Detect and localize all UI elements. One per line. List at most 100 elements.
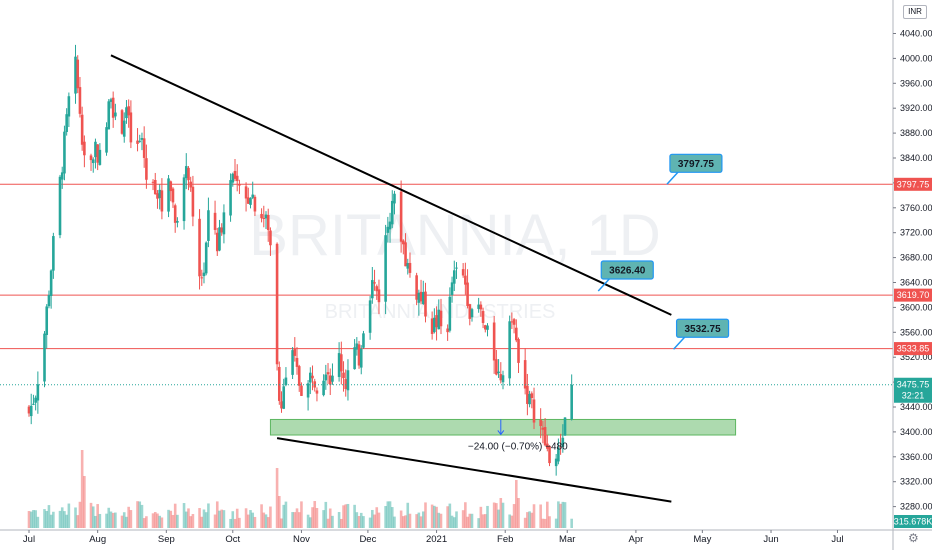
- volume-bar: [322, 510, 325, 528]
- candle-body: [222, 212, 226, 235]
- price-tick-label: 3520.00: [900, 352, 932, 362]
- candle-body: [158, 189, 161, 199]
- candle-body: [342, 372, 345, 379]
- volume-bar: [65, 514, 68, 528]
- volume-bar: [260, 504, 263, 528]
- candle-body: [439, 310, 443, 327]
- candle-body: [213, 212, 217, 230]
- volume-bar: [448, 503, 452, 528]
- candle-body: [200, 277, 204, 279]
- volume-bar: [464, 502, 467, 528]
- volume-bar: [156, 513, 159, 528]
- trendline: [110, 54, 672, 316]
- volume-bar: [543, 518, 547, 528]
- candle-body: [125, 107, 128, 119]
- candle-body: [280, 401, 283, 409]
- volume-bar: [105, 513, 108, 528]
- volume-bar: [532, 504, 536, 528]
- candle-body: [60, 172, 64, 180]
- gear-icon[interactable]: ⚙: [908, 531, 919, 545]
- candle-body: [105, 127, 108, 153]
- candle-body: [353, 347, 356, 370]
- candle-body: [359, 348, 363, 368]
- currency-button[interactable]: INR: [903, 5, 927, 19]
- time-tick-label: Jul: [831, 534, 843, 545]
- volume-bar: [388, 501, 392, 528]
- volume-bar: [561, 501, 565, 528]
- volume-bar: [171, 514, 175, 528]
- volume-bar: [29, 511, 33, 528]
- last-price-label: 3475.75: [897, 380, 930, 390]
- candle-body: [355, 343, 359, 350]
- candle-body: [523, 360, 527, 389]
- candle-body: [49, 270, 53, 296]
- candle-body: [153, 180, 157, 195]
- candle-body: [114, 112, 117, 117]
- candle-body: [291, 350, 294, 375]
- volume-bar: [539, 504, 542, 528]
- candle-body: [27, 406, 31, 414]
- candle-body: [229, 180, 232, 216]
- chart-watermark: BRITANNIA, 1D BRITANNIA INDUSTRIES: [249, 203, 660, 323]
- candle-body: [43, 333, 46, 382]
- volume-bar: [328, 508, 332, 528]
- support-zone: [269, 418, 737, 436]
- candle-body: [468, 304, 472, 319]
- candle-body: [266, 215, 270, 230]
- volume-bar: [415, 514, 418, 528]
- volume-bar: [184, 511, 188, 528]
- candle-body: [466, 282, 469, 306]
- price-tick-label: 3680.00: [900, 253, 932, 263]
- candle-body: [455, 267, 458, 269]
- volume-bar: [430, 504, 434, 528]
- candle-body: [532, 399, 536, 423]
- bar-countdown-label: 32:21: [902, 391, 925, 401]
- candle-body: [238, 184, 241, 186]
- volume-bar: [253, 516, 257, 528]
- volume-bar: [32, 510, 35, 528]
- volume-bar: [342, 505, 345, 528]
- candle-body: [262, 217, 266, 219]
- volume-bar: [235, 508, 239, 528]
- candle-body: [29, 405, 33, 417]
- callout-box: [669, 153, 723, 173]
- volume-bar: [169, 510, 173, 528]
- volume-bar: [27, 511, 31, 528]
- volume-bar: [266, 517, 270, 528]
- time-tick-label: Aug: [89, 534, 106, 545]
- candle-body: [386, 226, 390, 233]
- candle-body: [96, 144, 99, 163]
- candle-body: [184, 166, 188, 179]
- volume-bar: [570, 518, 573, 528]
- volume-bar: [145, 516, 148, 528]
- candle-body: [264, 214, 268, 219]
- volume-bar: [530, 512, 534, 528]
- volume-bar: [284, 501, 288, 528]
- candle-body: [45, 306, 49, 335]
- volume-bar: [315, 508, 319, 528]
- time-tick-label: Sep: [158, 534, 175, 545]
- time-axis[interactable]: Jul Aug Sep Oct Nov Dec 2021 Feb Mar Apr May Jun Jul: [23, 530, 844, 545]
- volume-bar: [421, 511, 425, 528]
- candle-body: [495, 359, 498, 375]
- candle-body: [309, 372, 312, 383]
- volume-bar: [202, 509, 206, 528]
- volume-bar: [375, 507, 379, 528]
- volume-bars: [27, 450, 573, 528]
- candle-body: [328, 375, 332, 385]
- candle-body: [129, 112, 133, 143]
- candle-body: [207, 210, 210, 241]
- candle-body: [557, 447, 560, 462]
- candle-body: [244, 186, 248, 199]
- volume-bar: [528, 511, 531, 528]
- price-tick-label: 3640.00: [900, 278, 932, 288]
- volume-bar: [109, 511, 113, 528]
- candle-body: [399, 191, 403, 242]
- volume-bar: [204, 512, 208, 528]
- volume-bar: [138, 501, 142, 528]
- candle-body: [169, 181, 173, 192]
- candle-body: [36, 384, 40, 401]
- volume-bar: [36, 516, 40, 528]
